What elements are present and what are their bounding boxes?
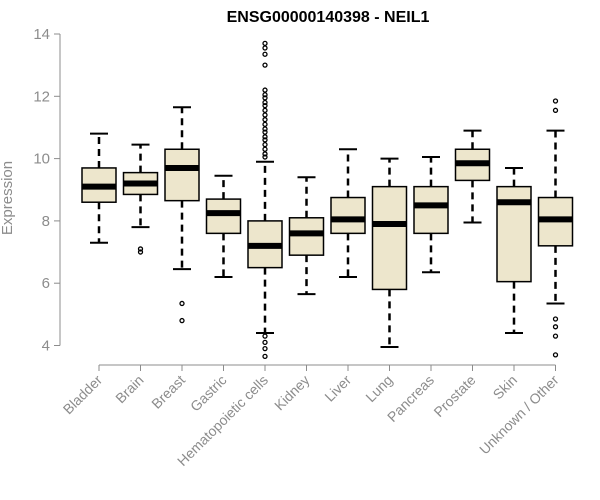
outlier-4-21 [262, 333, 268, 339]
x-tick-label-5: Kidney [271, 372, 313, 414]
outlier-1-0 [137, 249, 144, 255]
x-tick-label-7: Lung [362, 372, 395, 405]
box-group-1 [122, 143, 159, 255]
outlier-4-6 [262, 95, 268, 101]
outlier-4-1 [262, 45, 268, 51]
outlier-4-19 [262, 151, 268, 157]
box-group-8 [413, 156, 449, 274]
outlier-4-16 [262, 137, 268, 143]
outlier-4-13 [262, 126, 268, 132]
x-tick-label-2: Breast [148, 372, 188, 412]
outlier-11-4 [552, 333, 559, 339]
box-series [81, 40, 574, 360]
outlier-4-4 [262, 87, 268, 93]
outlier-4-22 [262, 339, 268, 346]
outlier-4-24 [262, 353, 268, 360]
outlier-2-1 [179, 317, 185, 324]
box-group-0 [81, 132, 117, 244]
outlier-4-3 [262, 62, 268, 68]
outlier-4-23 [262, 345, 268, 352]
y-tick-label-0: 4 [42, 338, 50, 355]
box-5 [288, 217, 325, 256]
outlier-4-7 [262, 99, 268, 106]
y-tick-label-2: 8 [42, 213, 50, 230]
box-group-7 [371, 157, 408, 349]
box-2 [164, 148, 200, 202]
x-tick-label-11: Unknown / Other [476, 372, 562, 458]
y-tick-label-5: 14 [33, 26, 50, 43]
outlier-4-18 [262, 146, 268, 152]
box-7 [371, 185, 408, 291]
y-tick-label-1: 6 [42, 275, 50, 292]
box-group-5 [288, 176, 325, 296]
outlier-4-17 [262, 141, 268, 148]
outlier-1-1 [137, 246, 144, 252]
outlier-11-0 [552, 98, 559, 104]
outlier-4-10 [262, 112, 268, 118]
outlier-11-1 [552, 107, 559, 113]
outlier-2-0 [179, 300, 185, 307]
x-tick-label-6: Liver [321, 372, 354, 405]
box-8 [413, 185, 449, 235]
outlier-4-20 [262, 154, 268, 160]
box-6 [330, 196, 366, 235]
box-group-4 [247, 40, 283, 360]
outlier-11-2 [552, 316, 559, 322]
box-group-9 [454, 129, 491, 224]
box-group-10 [496, 166, 532, 335]
box-group-3 [205, 174, 242, 278]
outlier-4-5 [262, 92, 268, 98]
outlier-4-2 [262, 51, 268, 57]
outlier-4-9 [262, 107, 268, 113]
x-tick-label-0: Bladder [60, 372, 106, 418]
outlier-4-11 [262, 117, 268, 123]
y-tick-label-4: 12 [33, 88, 50, 105]
chart-title: ENSG00000140398 - NEIL1 [227, 9, 430, 26]
y-axis-label: Expression [0, 161, 16, 235]
outlier-4-14 [262, 129, 268, 135]
outlier-11-3 [552, 324, 559, 330]
box-group-6 [330, 148, 366, 278]
y-axis: 4 6 8 10 12 14 [33, 26, 61, 355]
outlier-4-8 [262, 102, 268, 109]
x-tick-label-10: Skin [490, 372, 521, 403]
outlier-4-0 [262, 40, 268, 46]
x-tick-label-1: Brain [112, 372, 146, 406]
box-group-2 [164, 106, 200, 324]
y-tick-label-3: 10 [33, 151, 50, 168]
box-3 [205, 198, 242, 235]
x-tick-label-9: Prostate [430, 372, 478, 420]
outlier-4-15 [262, 134, 268, 140]
box-group-11 [537, 98, 574, 358]
outlier-11-5 [552, 352, 559, 358]
outlier-4-12 [262, 121, 268, 127]
